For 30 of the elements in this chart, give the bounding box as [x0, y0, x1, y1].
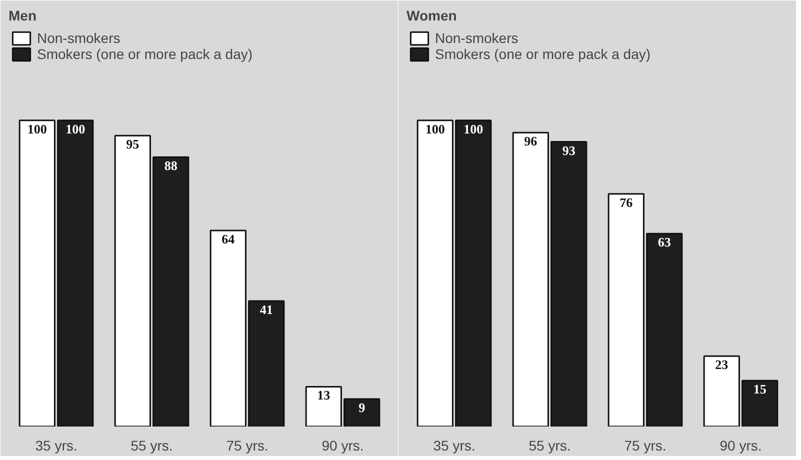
x-tick-label: 35 yrs.: [35, 438, 78, 454]
legend-label: Non-smokers: [37, 30, 120, 46]
data-label: 13: [317, 388, 331, 403]
x-tick-label: 55 yrs.: [130, 438, 173, 454]
data-label: 63: [658, 234, 672, 250]
data-label: 76: [620, 194, 634, 210]
data-label: 23: [715, 357, 729, 372]
x-tick-label: 35 yrs.: [433, 438, 476, 454]
data-label: 64: [222, 232, 236, 247]
chart-title: Men: [8, 8, 36, 24]
data-label: 9: [358, 400, 366, 415]
x-tick-label: 75 yrs.: [226, 438, 268, 454]
data-label: 41: [260, 302, 273, 317]
data-label: 88: [164, 158, 178, 174]
x-tick-label: 75 yrs.: [624, 438, 666, 454]
x-tick-label: 90 yrs.: [720, 438, 762, 454]
legend-label: Smokers (one or more pack a day): [37, 46, 253, 62]
legend-label: Non-smokers: [435, 30, 518, 46]
data-label: 96: [524, 134, 538, 149]
data-label: 100: [464, 121, 484, 136]
data-label: 95: [126, 136, 140, 152]
data-label: 100: [66, 121, 86, 136]
legend-label: Smokers (one or more pack a day): [435, 46, 651, 62]
data-label: 100: [425, 121, 445, 136]
chart-title: Women: [406, 8, 457, 24]
data-label: 93: [562, 142, 576, 158]
x-tick-label: 90 yrs.: [322, 438, 364, 454]
data-label: 100: [27, 121, 47, 136]
x-tick-label: 55 yrs.: [528, 438, 571, 454]
data-label: 15: [753, 382, 767, 397]
